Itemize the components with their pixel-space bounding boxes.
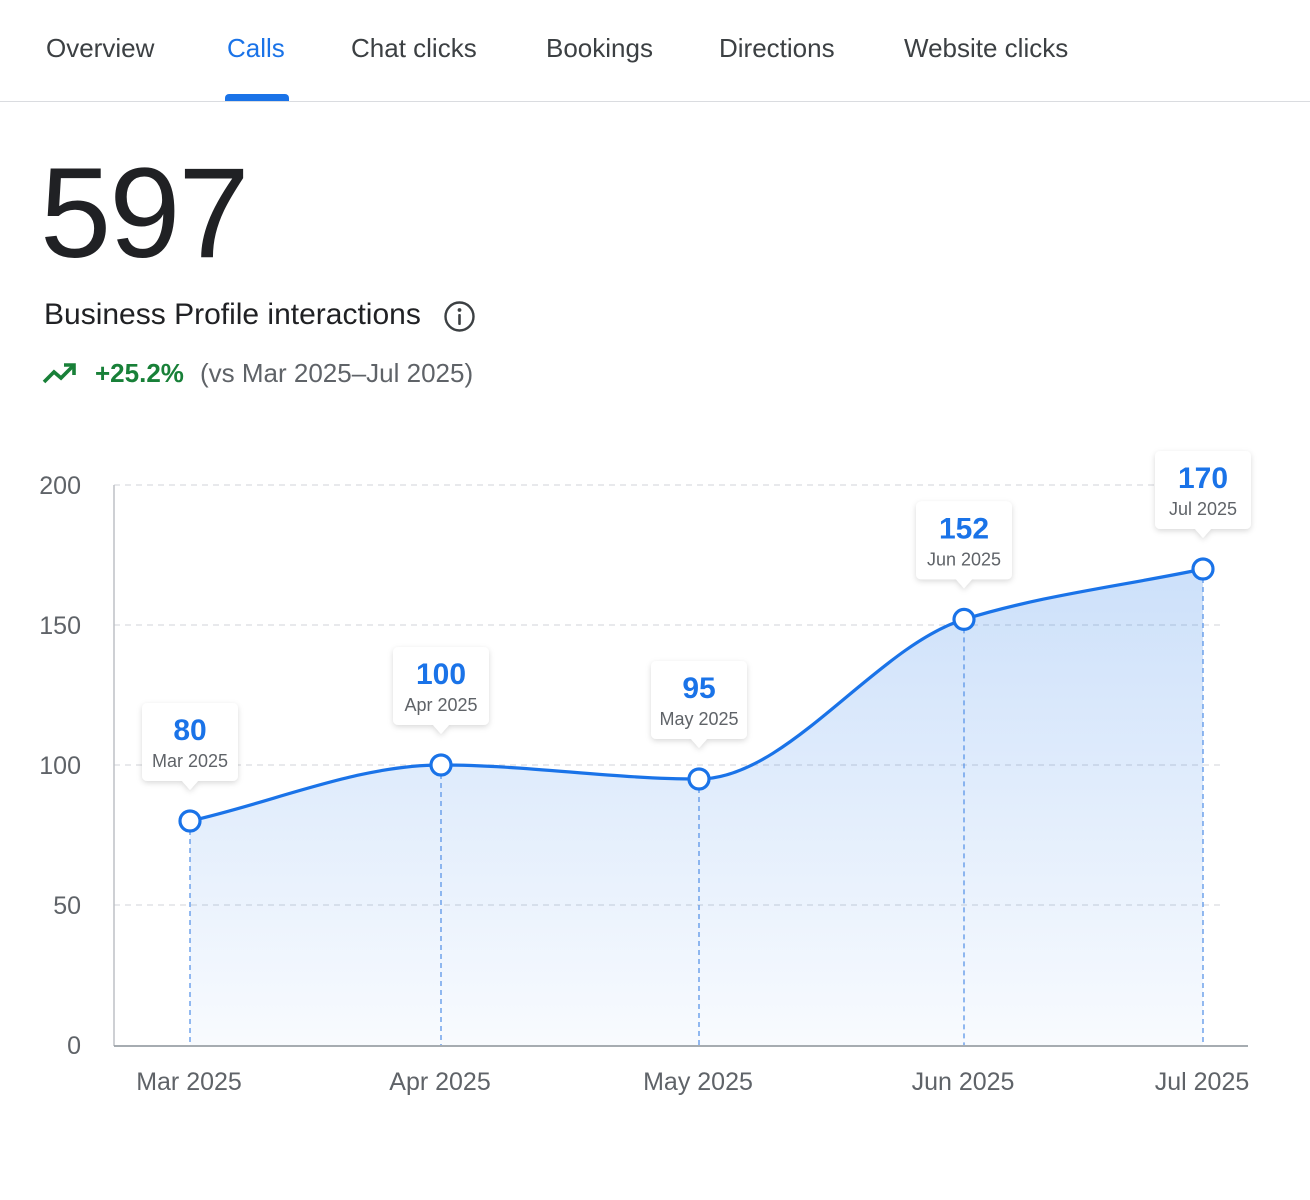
data-point[interactable] bbox=[1191, 557, 1215, 581]
callout-date: Apr 2025 bbox=[404, 695, 477, 715]
tab-bar: Overview Calls Chat clicks Bookings Dire… bbox=[0, 0, 1310, 102]
x-tick-label: Jul 2025 bbox=[1155, 1068, 1250, 1096]
y-tick-label: 0 bbox=[67, 1032, 81, 1060]
y-tick-label: 200 bbox=[39, 472, 81, 500]
tab-directions[interactable]: Directions bbox=[719, 33, 835, 63]
tab-calls[interactable]: Calls bbox=[227, 33, 285, 63]
callout-box bbox=[393, 647, 489, 734]
trend-percentage: +25.2% bbox=[95, 358, 184, 388]
callout-value: 152 bbox=[939, 512, 989, 545]
value-callout: 100 Apr 2025 bbox=[393, 647, 489, 734]
data-point[interactable] bbox=[178, 809, 202, 833]
trending-up-icon bbox=[42, 363, 76, 384]
x-tick-label: Mar 2025 bbox=[136, 1068, 242, 1096]
callout-value: 100 bbox=[416, 658, 466, 691]
callout-date: Mar 2025 bbox=[152, 751, 228, 771]
y-tick-label: 100 bbox=[39, 752, 81, 780]
value-callout: 170 Jul 2025 bbox=[1155, 451, 1251, 538]
callout-value: 170 bbox=[1178, 462, 1228, 495]
tab-overview[interactable]: Overview bbox=[46, 33, 155, 63]
area-fill bbox=[190, 569, 1203, 1045]
value-callout: 95 May 2025 bbox=[651, 661, 747, 748]
callout-box bbox=[651, 661, 747, 748]
info-circle-icon[interactable] bbox=[443, 300, 476, 333]
value-callout: 80 Mar 2025 bbox=[142, 703, 238, 790]
callout-date: May 2025 bbox=[659, 709, 738, 729]
metric-label: Business Profile interactions bbox=[44, 298, 421, 331]
active-tab-indicator bbox=[225, 94, 289, 101]
callout-date: Jun 2025 bbox=[927, 549, 1001, 569]
value-callout: 152 Jun 2025 bbox=[916, 501, 1012, 589]
y-tick-label: 150 bbox=[39, 612, 81, 640]
x-tick-label: Jun 2025 bbox=[912, 1068, 1015, 1096]
x-tick-label: May 2025 bbox=[643, 1068, 753, 1096]
calls-chart: 80 Mar 2025 100 Apr 2025 95 May 2025 152 Jun 20… bbox=[39, 451, 1251, 1096]
total-interactions-value: 597 bbox=[40, 142, 250, 285]
tab-website-clicks[interactable]: Website clicks bbox=[904, 33, 1069, 63]
callout-value: 80 bbox=[173, 714, 206, 747]
trend-comparison: (vs Mar 2025–Jul 2025) bbox=[200, 358, 474, 388]
callout-date: Jul 2025 bbox=[1169, 499, 1237, 519]
callout-value: 95 bbox=[682, 672, 715, 705]
data-point[interactable] bbox=[952, 607, 976, 631]
x-tick-label: Apr 2025 bbox=[389, 1068, 490, 1096]
data-point[interactable] bbox=[429, 753, 453, 777]
callout-box bbox=[142, 703, 238, 790]
y-tick-label: 50 bbox=[53, 892, 81, 920]
tab-bookings[interactable]: Bookings bbox=[546, 33, 653, 63]
tab-chat-clicks[interactable]: Chat clicks bbox=[351, 33, 477, 63]
callout-box bbox=[1155, 451, 1251, 538]
callout-box bbox=[916, 501, 1012, 589]
data-point[interactable] bbox=[687, 767, 711, 791]
